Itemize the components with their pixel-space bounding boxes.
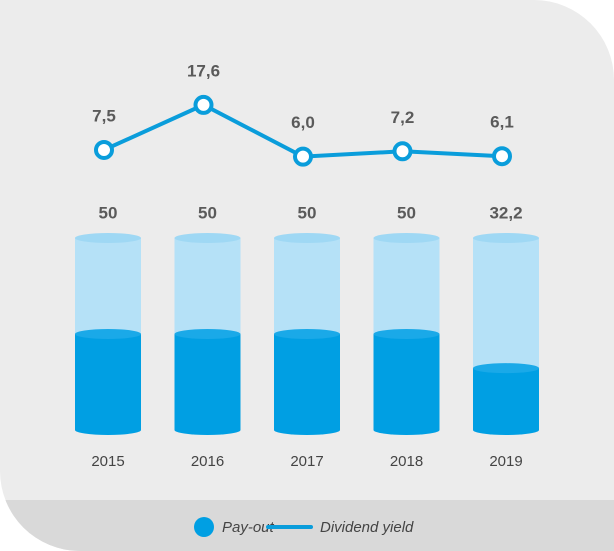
- cylinder-top: [174, 233, 241, 243]
- x-tick-label: 2015: [91, 453, 124, 470]
- cylinder-top: [75, 233, 141, 243]
- data-label: 7,5: [92, 106, 116, 125]
- cylinder-top: [473, 233, 539, 243]
- data-label: 7,2: [391, 108, 415, 127]
- data-label: 50: [397, 203, 416, 222]
- x-tick-label: 2017: [290, 453, 323, 470]
- data-label: 50: [99, 203, 118, 222]
- data-label: 6,0: [291, 113, 315, 132]
- data-label: 32,2: [489, 203, 522, 222]
- data-label: 50: [298, 203, 317, 222]
- line-marker: [492, 146, 512, 167]
- line-marker: [94, 139, 114, 160]
- line-marker: [193, 94, 214, 115]
- data-label: 50: [198, 203, 217, 222]
- bar: [274, 334, 340, 430]
- bar-top: [373, 329, 440, 339]
- data-label: 17,6: [187, 61, 220, 80]
- x-tick-label: 2016: [191, 453, 224, 470]
- cylinder-top: [373, 233, 440, 243]
- bar: [373, 334, 440, 430]
- bar-top: [174, 329, 241, 339]
- line-marker: [293, 146, 313, 167]
- legend-swatch-bar: [194, 517, 214, 537]
- bar: [75, 334, 141, 430]
- bar: [473, 368, 539, 430]
- bar: [174, 334, 241, 430]
- legend: Pay-out Dividend yield: [194, 517, 414, 537]
- bar-top: [274, 329, 340, 339]
- bar-top: [473, 363, 539, 374]
- legend-label: Dividend yield: [320, 519, 414, 536]
- line-marker: [392, 141, 413, 162]
- data-label: 6,1: [490, 113, 514, 132]
- cylinder-top: [274, 233, 340, 243]
- x-tick-label: 2019: [489, 453, 522, 470]
- bar-top: [75, 329, 141, 339]
- legend-label: Pay-out: [222, 519, 275, 536]
- x-tick-label: 2018: [390, 453, 423, 470]
